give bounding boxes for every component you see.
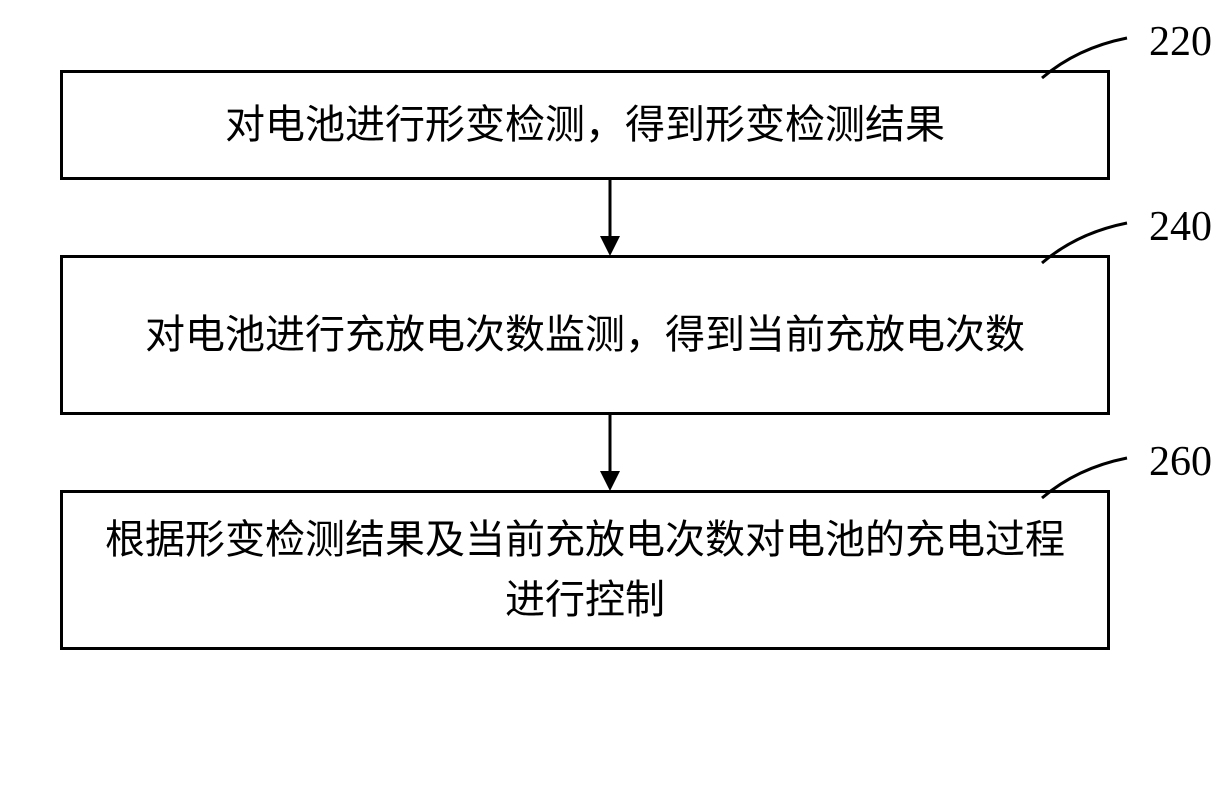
step-2-text: 对电池进行充放电次数监测，得到当前充放电次数 bbox=[145, 305, 1025, 365]
flowchart-step-1: 对电池进行形变检测，得到形变检测结果 220 bbox=[60, 70, 1110, 180]
step-3-label: 260 bbox=[1149, 438, 1211, 486]
label-connector-2 bbox=[1037, 213, 1157, 273]
step-1-text: 对电池进行形变检测，得到形变检测结果 bbox=[225, 95, 945, 155]
arrow-1-to-2 bbox=[590, 180, 630, 258]
step-1-label: 220 bbox=[1149, 18, 1211, 66]
label-connector-1 bbox=[1037, 28, 1157, 88]
arrow-2-to-3 bbox=[590, 415, 630, 493]
label-connector-3 bbox=[1037, 448, 1157, 508]
flowchart-step-2: 对电池进行充放电次数监测，得到当前充放电次数 240 bbox=[60, 255, 1110, 415]
step-2-label: 240 bbox=[1149, 203, 1211, 251]
step-3-text: 根据形变检测结果及当前充放电次数对电池的充电过程进行控制 bbox=[103, 510, 1067, 630]
flowchart-step-3: 根据形变检测结果及当前充放电次数对电池的充电过程进行控制 260 bbox=[60, 490, 1110, 650]
